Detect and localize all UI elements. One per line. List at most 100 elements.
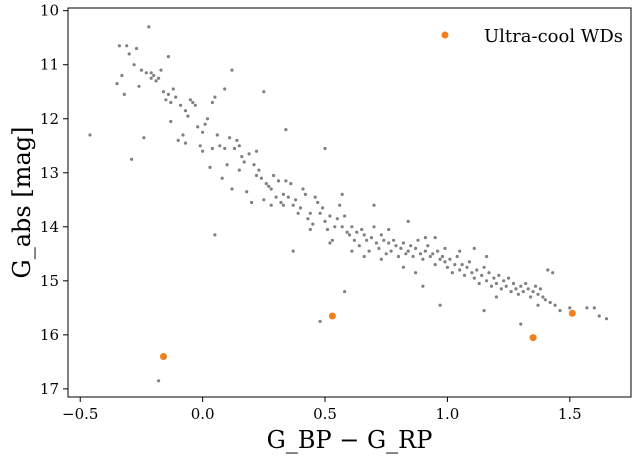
- data-point: [338, 203, 342, 207]
- data-point: [504, 284, 508, 288]
- data-point: [240, 155, 244, 159]
- x-tick-label: −0.5: [62, 405, 98, 423]
- data-point: [382, 238, 386, 242]
- data-point: [472, 246, 476, 250]
- data-point: [592, 306, 596, 310]
- data-point: [174, 95, 178, 99]
- data-point: [372, 225, 376, 229]
- data-point: [250, 200, 254, 205]
- legend-label: Ultra-cool WDs: [484, 26, 623, 47]
- data-point: [311, 222, 315, 226]
- data-point: [308, 211, 312, 215]
- y-tick-label: 13: [40, 164, 59, 182]
- data-point: [372, 203, 376, 207]
- data-point: [492, 276, 496, 280]
- data-point: [196, 125, 200, 129]
- data-point: [509, 290, 513, 294]
- data-point: [279, 200, 283, 205]
- data-point: [144, 71, 148, 75]
- data-point: [201, 130, 205, 134]
- data-point: [159, 68, 163, 72]
- data-point: [254, 149, 259, 153]
- data-point: [142, 136, 146, 140]
- data-point: [418, 252, 423, 256]
- data-point: [323, 146, 327, 151]
- data-point: [276, 179, 281, 183]
- data-point: [203, 122, 207, 126]
- data-point: [384, 252, 388, 256]
- data-point: [157, 379, 161, 383]
- data-point: [183, 109, 188, 113]
- data-point: [352, 238, 356, 242]
- data-point: [166, 92, 170, 96]
- plot-frame: [67, 7, 632, 398]
- data-point: [303, 192, 307, 196]
- data-point: [321, 206, 325, 210]
- data-point: [374, 241, 378, 245]
- data-point: [215, 133, 219, 137]
- data-point: [538, 287, 543, 291]
- data-point: [161, 90, 166, 94]
- data-point: [328, 241, 332, 245]
- data-point: [585, 306, 589, 310]
- data-point: [262, 90, 266, 94]
- data-point: [132, 63, 136, 67]
- data-point: [445, 265, 449, 269]
- data-point: [164, 98, 168, 102]
- y-axis-label: G_abs [mag]: [8, 127, 36, 279]
- data-point: [125, 44, 129, 48]
- data-point: [475, 268, 479, 272]
- data-point: [482, 265, 486, 269]
- data-point: [210, 146, 214, 151]
- data-point: [558, 309, 562, 313]
- data-point: [436, 249, 440, 253]
- data-point: [404, 252, 408, 256]
- data-point: [330, 238, 334, 242]
- data-point: [487, 271, 491, 275]
- ultra-cool-wd-point: [529, 334, 537, 342]
- data-point: [409, 244, 413, 248]
- data-point: [416, 238, 420, 242]
- data-point: [516, 292, 521, 296]
- data-point: [494, 295, 498, 299]
- data-point: [181, 133, 185, 137]
- data-point: [604, 317, 609, 321]
- data-point: [392, 238, 396, 242]
- data-point: [137, 84, 141, 88]
- data-point: [360, 227, 364, 232]
- data-point: [551, 271, 555, 275]
- data-point: [318, 319, 322, 323]
- data-point: [548, 300, 552, 305]
- data-point: [541, 295, 545, 299]
- data-point: [568, 306, 572, 310]
- data-point: [387, 241, 391, 245]
- data-point: [379, 257, 383, 261]
- data-point: [524, 281, 528, 286]
- ultra-cool-wd-point: [568, 309, 576, 317]
- x-tick-label: 1.0: [435, 405, 459, 423]
- data-point: [379, 233, 383, 237]
- data-point: [169, 100, 173, 105]
- data-point: [230, 187, 234, 191]
- y-tick-label: 16: [40, 326, 59, 344]
- data-point: [323, 219, 327, 223]
- data-point: [465, 265, 469, 269]
- data-point: [88, 133, 92, 137]
- data-point: [477, 281, 481, 286]
- data-point: [232, 146, 237, 151]
- data-point: [183, 141, 188, 145]
- ultra-cool-wd-point: [160, 353, 167, 360]
- data-point: [281, 192, 285, 196]
- data-point: [438, 303, 442, 307]
- data-point: [531, 290, 535, 294]
- data-point: [120, 73, 124, 78]
- data-point: [433, 236, 437, 240]
- data-point: [426, 244, 430, 248]
- ultra-cool-wd-point: [328, 312, 336, 320]
- data-point: [335, 217, 339, 221]
- data-point: [347, 233, 352, 237]
- data-point: [453, 263, 457, 267]
- x-tick-label: 1.5: [558, 405, 582, 423]
- data-point: [389, 249, 393, 253]
